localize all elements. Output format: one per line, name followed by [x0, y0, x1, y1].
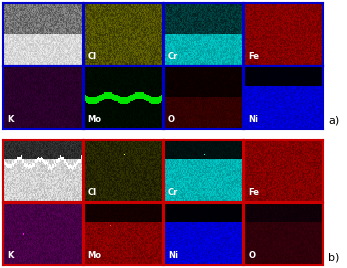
- Text: a): a): [328, 116, 339, 126]
- Text: K: K: [7, 115, 14, 124]
- Text: K: K: [7, 251, 14, 260]
- Text: Cr: Cr: [168, 188, 178, 197]
- Text: Mo: Mo: [88, 251, 102, 260]
- Text: b): b): [328, 253, 339, 263]
- Text: O: O: [168, 115, 175, 124]
- Text: O: O: [248, 251, 255, 260]
- Text: Ni: Ni: [168, 251, 178, 260]
- Text: Fe: Fe: [248, 52, 259, 61]
- Text: Fe: Fe: [248, 188, 259, 197]
- Text: Cl: Cl: [88, 52, 97, 61]
- Text: Cl: Cl: [88, 188, 97, 197]
- Text: Mo: Mo: [88, 115, 102, 124]
- Text: Ni: Ni: [248, 115, 258, 124]
- Text: Cr: Cr: [168, 52, 178, 61]
